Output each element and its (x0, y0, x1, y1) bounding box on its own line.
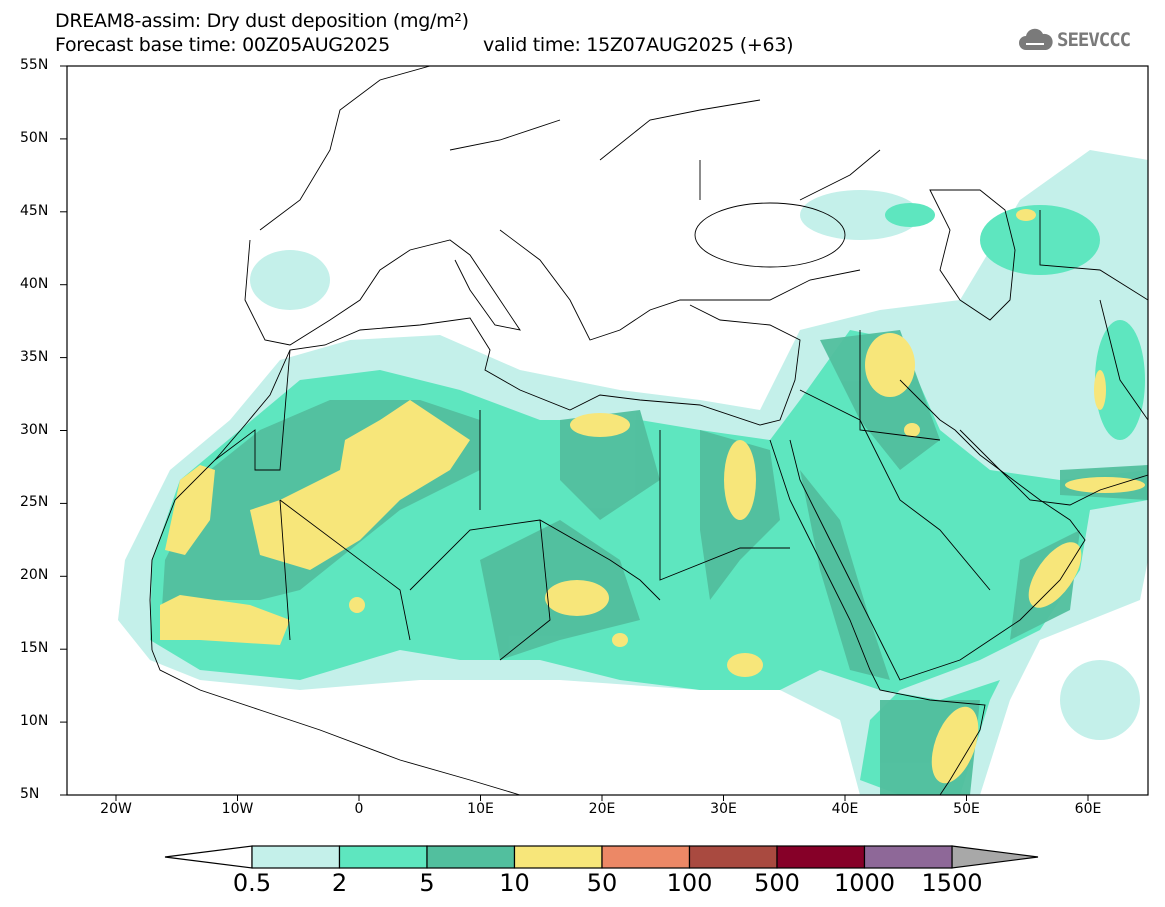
colorbar-swatch (863, 845, 953, 869)
colorbar (164, 845, 1039, 869)
lon-label: 20W (100, 801, 132, 817)
colorbar-label: 50 (586, 869, 618, 897)
lon-label: 30E (710, 801, 737, 817)
lat-label: 45N (20, 202, 49, 219)
colorbar-swatch (513, 845, 603, 869)
lon-label: 10W (221, 801, 254, 817)
colorbar-swatch (776, 845, 866, 869)
lon-label: 20E (588, 801, 616, 817)
lat-label: 10N (20, 713, 49, 730)
lat-label: 5N (20, 786, 40, 802)
colorbar-swatch (426, 845, 516, 869)
cloud-icon (1019, 28, 1053, 50)
colorbar-swatch (251, 845, 341, 869)
lat-label: 35N (20, 348, 49, 365)
lat-label: 55N (20, 57, 49, 73)
axis-ticks (60, 65, 1089, 801)
logo-text: SEEVCCC (1057, 29, 1131, 51)
seevccc-logo: SEEVCCC (1018, 28, 1131, 52)
colorbar-swatch (688, 845, 778, 869)
base-time: Forecast base time: 00Z05AUG2025 (55, 34, 390, 56)
colorbar-above-triangle (951, 845, 1039, 869)
lon-label: 0 (354, 801, 364, 817)
lon-label: 60E (1074, 801, 1102, 817)
colorbar-label: 500 (754, 869, 800, 897)
lat-label: 50N (20, 129, 49, 146)
colorbar-label: 10 (499, 869, 530, 897)
colorbar-label: 1500 (921, 869, 983, 897)
lat-label: 25N (20, 494, 49, 511)
dust-field (118, 150, 1148, 795)
map-title: DREAM8-assim: Dry dust deposition (mg/m²… (55, 10, 469, 32)
lon-label: 10E (467, 801, 494, 817)
colorbar-label: 100 (666, 869, 713, 897)
valid-time: valid time: 15Z07AUG2025 (+63) (483, 34, 794, 56)
lon-label: 40E (831, 801, 859, 817)
lat-label: 30N (20, 421, 49, 438)
lat-label: 20N (20, 567, 49, 584)
lon-label: 50E (953, 801, 980, 817)
colorbar-label: 1000 (833, 869, 896, 897)
colorbar-label: 2 (331, 869, 348, 897)
colorbar-swatch (601, 845, 691, 869)
coastlines-and-borders (149, 66, 1148, 795)
colorbar-below-triangle (164, 845, 253, 869)
colorbar-label: 5 (419, 869, 435, 897)
dust-level-10 (160, 209, 1145, 784)
colorbar-label: 0.5 (232, 869, 272, 897)
colorbar-swatch (338, 845, 428, 869)
lat-label: 15N (20, 640, 49, 657)
lat-label: 40N (20, 275, 49, 292)
